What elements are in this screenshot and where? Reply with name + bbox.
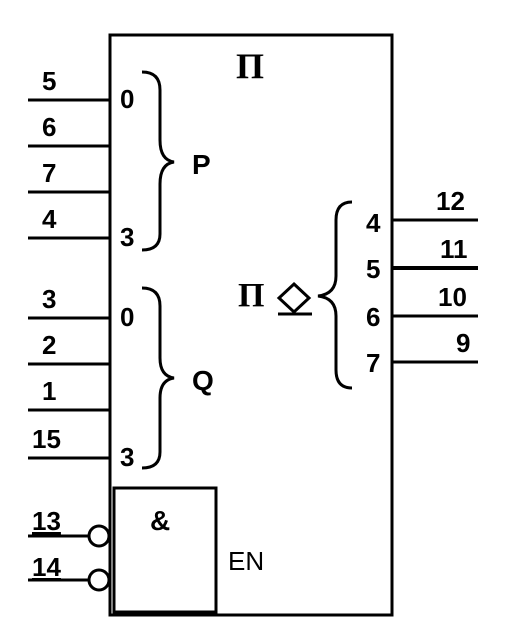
output-group-brace: [317, 200, 353, 390]
and-gate-label: &: [150, 505, 170, 536]
input-pin-number: 2: [42, 330, 56, 360]
output-bit-label: 7: [366, 348, 380, 378]
input-pin-number: 3: [42, 284, 56, 314]
input-pin-number: 4: [42, 204, 57, 234]
output-pin-number: 12: [436, 186, 465, 216]
output-pin-number: 9: [456, 328, 470, 358]
input-pin-number: 15: [32, 424, 61, 454]
enable-inputs: 13 14 & EN: [28, 505, 264, 592]
bit-label: 0: [120, 302, 134, 332]
inversion-bubble-icon: [87, 524, 111, 548]
input-pin-number: 7: [42, 158, 56, 188]
enable-pin-number: 13: [32, 506, 61, 536]
bit-label: 3: [120, 222, 134, 252]
enable-label: EN: [228, 546, 264, 576]
output-function-label: Π: [238, 277, 264, 314]
function-label: Π: [236, 46, 264, 86]
q-group-brace: [141, 286, 175, 470]
output-bit-label: 4: [366, 208, 381, 238]
block-body: [108, 33, 394, 617]
enable-pin-number: 14: [32, 552, 61, 582]
p-group-brace: [141, 70, 175, 252]
input-pin-number: 1: [42, 376, 56, 406]
diamond-icon: [276, 281, 312, 315]
group-p-label: P: [192, 149, 211, 180]
output-pin-number: 11: [440, 234, 468, 264]
output-pin-number: 10: [438, 282, 467, 312]
outputs: 4 5 6 7 12 11 10 9: [366, 186, 478, 378]
q-inputs: 3 2 1 15 0 3 Q: [28, 284, 214, 472]
inversion-bubble-icon: [87, 568, 111, 592]
bit-label: 3: [120, 442, 134, 472]
input-pin-number: 6: [42, 112, 56, 142]
output-bit-label: 5: [366, 254, 380, 284]
enable-gate-box: [112, 486, 218, 614]
bit-label: 0: [120, 84, 134, 114]
input-pin-number: 5: [42, 66, 56, 96]
output-function: Π: [238, 200, 353, 390]
output-bit-label: 6: [366, 302, 380, 332]
p-inputs: 5 6 7 4 0 3 P: [28, 66, 211, 252]
group-q-label: Q: [192, 365, 214, 396]
